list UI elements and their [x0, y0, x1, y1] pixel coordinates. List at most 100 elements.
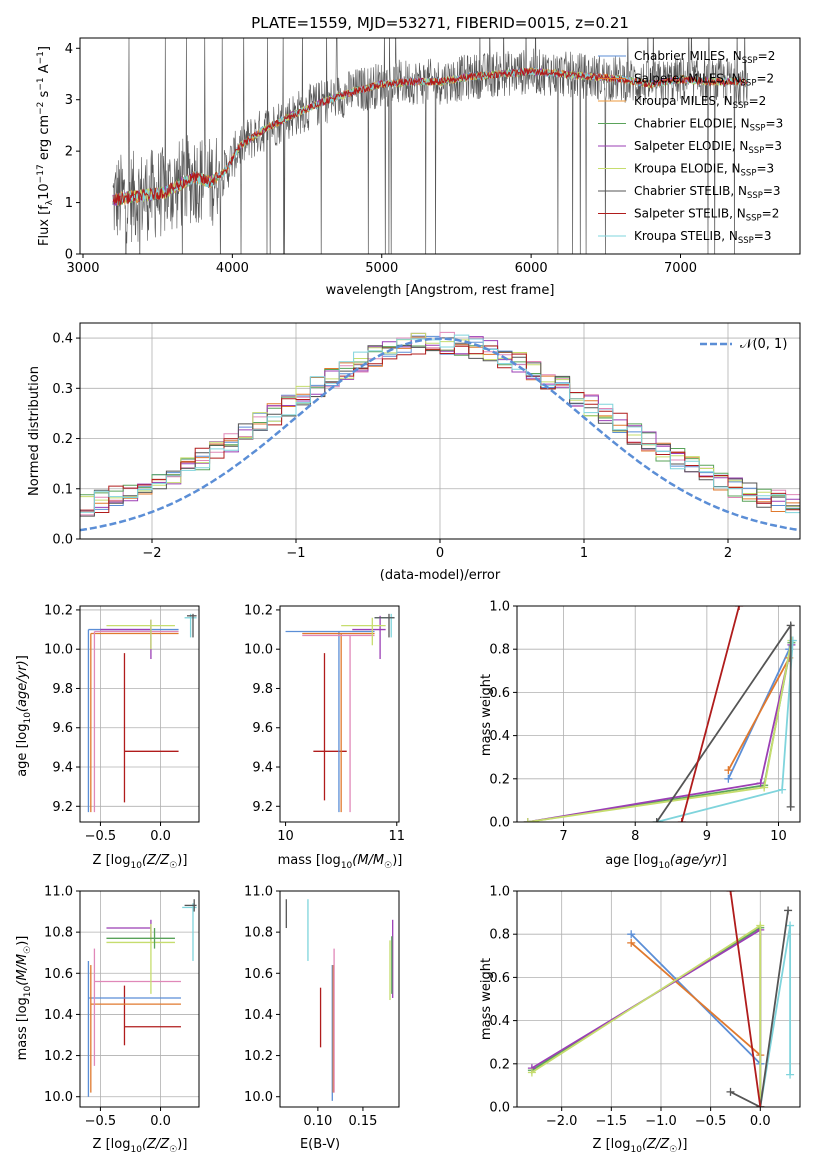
spectrum-ticks: 3000 4000 5000 6000 7000 0 1 2 3 4 — [65, 42, 697, 276]
age-weight-panel: 7 8 9 10 0.0 0.2 0.4 0.6 0.8 1.0 — [489, 600, 801, 844]
y-tick-label: 10.8 — [244, 926, 273, 941]
y-tick-label: 10.2 — [44, 1049, 73, 1064]
residual-plot-area — [80, 323, 800, 540]
y-tick-label: 10.0 — [44, 643, 73, 658]
errorbar-point — [106, 919, 152, 941]
x-tick-label: −1.5 — [596, 1114, 628, 1129]
legend-label-suffix: =3 — [763, 184, 781, 198]
x-tick-label: 0.0 — [150, 829, 171, 844]
residual-ylabel: Normed distribution — [27, 366, 42, 496]
y-tick-label: 9.2 — [52, 800, 73, 815]
x-tick-label: −1.0 — [645, 1114, 677, 1129]
x-tick-label: 0 — [436, 546, 444, 561]
y-tick-label: 9.8 — [252, 682, 273, 697]
errorbar-point — [374, 613, 395, 638]
x-tick-label: 0.0 — [750, 1114, 771, 1129]
y-tick-label: 9.6 — [52, 721, 73, 736]
x-tick-label: 10 — [770, 829, 787, 844]
y-tick-label: 0.6 — [489, 686, 510, 701]
x-tick-label: 8 — [631, 829, 639, 844]
errorbar-point — [106, 928, 175, 949]
plot-marks — [87, 899, 197, 1097]
plot-marks — [527, 891, 795, 1107]
weight-series-line — [527, 640, 793, 822]
y-tick-label: 0.2 — [489, 772, 510, 787]
residual-ticks: −2 −1 0 1 2 0.0 0.1 0.2 0.3 0.4 — [52, 332, 732, 561]
weight-marker — [627, 930, 636, 939]
y-tick-label: 10.6 — [44, 967, 73, 982]
x-tick-label: 4000 — [216, 261, 249, 276]
y-tick-label: 2 — [65, 145, 73, 160]
weight-marker — [652, 818, 661, 822]
legend-label-sub: SSP — [750, 124, 766, 134]
ebv-mass-xlabel: E(B-V) — [300, 1137, 340, 1152]
x-tick-label: −2.0 — [546, 1114, 578, 1129]
z-mass-ylabel: mass [log10(M/M☉)] — [15, 936, 33, 1061]
histogram-step — [80, 334, 800, 514]
mass-age-xlabel: mass [log10(M/M☉)] — [278, 853, 403, 871]
z-age-xlabel: Z [log10(Z/Z☉)] — [93, 853, 188, 871]
legend-label-suffix: =3 — [766, 117, 784, 131]
axes-frame — [79, 605, 200, 823]
weight-series-line — [630, 942, 761, 1056]
weight-marker — [726, 891, 735, 895]
figure-title: PLATE=1559, MJD=53271, FIBERID=0015, z=0… — [251, 14, 629, 32]
errorbar-point — [186, 613, 197, 638]
legend-label: Kroupa MILES, NSSP=2 — [634, 94, 766, 111]
legend-label-suffix: =2 — [749, 94, 767, 108]
legend-label-suffix: =3 — [756, 162, 774, 176]
z-weight-ylabel: mass weight — [479, 958, 494, 1040]
x-tick-label: 3000 — [66, 261, 99, 276]
errorbar-point — [90, 632, 179, 813]
errorbar-point — [285, 630, 375, 813]
y-tick-label: 10.0 — [244, 643, 273, 658]
legend-label-sub: SSP — [741, 169, 757, 179]
z-mass-xlabel: Z [log10(Z/Z☉)] — [93, 1137, 188, 1155]
errorbar-point — [90, 965, 181, 1093]
spectrum-axes-frame — [79, 37, 801, 255]
y-tick-label: 0.2 — [52, 432, 73, 447]
residual-xlabel: (data-model)/error — [380, 568, 501, 583]
weight-marker — [756, 1103, 765, 1107]
x-tick-label: 7000 — [664, 261, 697, 276]
weight-marker — [527, 1068, 536, 1077]
y-tick-label: 9.4 — [252, 761, 273, 776]
weight-series-line — [730, 910, 789, 1107]
weight-series-line — [531, 923, 762, 1107]
small-panel-labels: Z [log10(Z/Z☉)] age [log10(age/yr)] mass… — [15, 655, 727, 1155]
y-tick-label: 10.0 — [244, 1090, 273, 1105]
y-tick-label: 10.2 — [44, 603, 73, 618]
legend-label-sub: SSP — [748, 146, 764, 156]
weight-marker — [627, 938, 636, 947]
errorbar-point — [106, 619, 175, 650]
y-tick-label: 0.0 — [489, 1101, 510, 1116]
errorbar-point — [302, 634, 375, 813]
legend-label-sub: SSP — [738, 236, 754, 246]
z-weight-panel: −2.0 −1.5 −1.0 −0.5 0.0 0.0 0.2 0.4 0.6 0.8 1.0 — [489, 885, 801, 1129]
y-tick-label: 0.4 — [52, 332, 73, 347]
weight-marker — [523, 818, 532, 822]
legend-label: Salpeter MILES, NSSP=2 — [634, 72, 774, 89]
plot-marks — [523, 606, 797, 822]
legend-label-sub: SSP — [742, 56, 758, 66]
x-tick-label: −0.5 — [85, 829, 117, 844]
errorbar-point — [106, 923, 175, 994]
plot-marks — [87, 613, 197, 813]
residual-panel: −2 −1 0 1 2 0.0 0.1 0.2 0.3 0.4 (data-model)/erro… — [27, 322, 801, 583]
y-tick-label: 0.3 — [52, 382, 73, 397]
y-tick-label: 10.0 — [44, 1090, 73, 1105]
x-tick-label: 11 — [389, 829, 406, 844]
plot-marks — [285, 613, 395, 813]
y-tick-label: 0.8 — [489, 643, 510, 658]
y-tick-label: 1.0 — [489, 885, 510, 900]
legend-label-main: Chabrier STELIB, N — [634, 184, 747, 198]
ebv-mass-panel: 0.10 0.15 10.0 10.2 10.4 10.6 10.8 11.0 — [244, 885, 400, 1129]
weight-marker — [724, 766, 733, 775]
legend-label-main: Kroupa MILES, N — [634, 94, 733, 108]
weight-marker — [760, 783, 769, 792]
spectrum-ylabel: Flux [fλ10−17 erg cm−2 s−1 A−1] — [36, 46, 55, 246]
legend-label-main: Salpeter STELIB, N — [634, 207, 746, 221]
errorbar-point — [184, 899, 197, 912]
